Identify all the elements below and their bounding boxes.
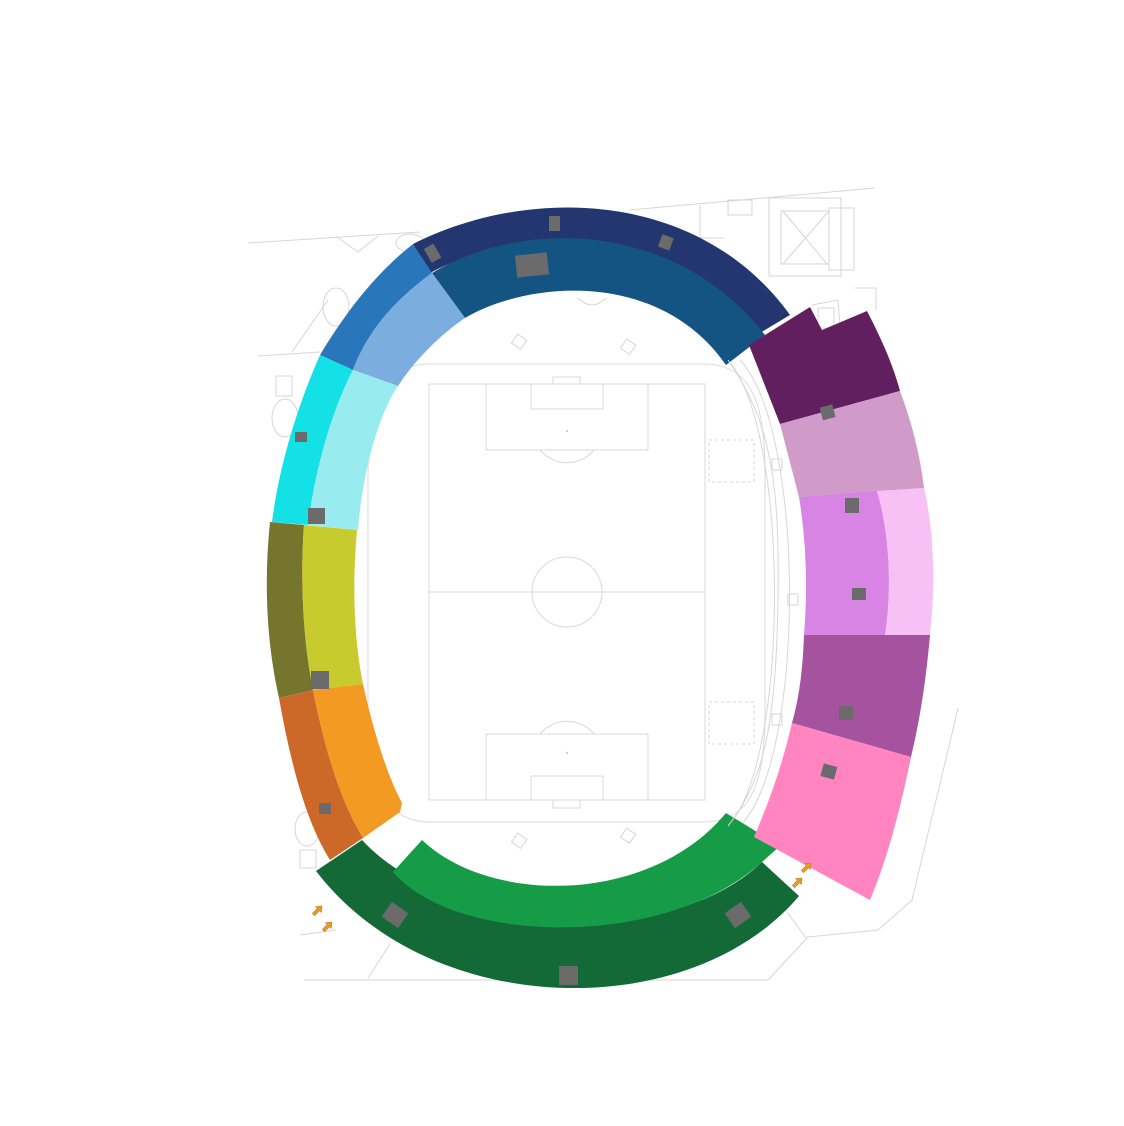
gate-arrow-icon[interactable]	[311, 903, 325, 917]
section-west-lower-north[interactable]	[308, 370, 398, 530]
entrance-marker-icon[interactable]	[423, 243, 442, 263]
section-southwest-lower[interactable]	[313, 684, 402, 838]
section-east-northeast[interactable]	[749, 307, 900, 424]
entrance-marker-icon[interactable]	[549, 216, 560, 231]
gate-arrow-icon[interactable]	[321, 919, 335, 933]
section-south-lower[interactable]	[393, 813, 780, 928]
section-north-upper[interactable]	[413, 207, 790, 333]
section-north-lower[interactable]	[432, 238, 765, 365]
entrance-marker-icon[interactable]	[819, 404, 836, 421]
south-goal-box	[530, 775, 604, 801]
entrance-marker-icon[interactable]	[295, 432, 307, 442]
seating-sections	[266, 207, 934, 989]
section-south-upper[interactable]	[316, 840, 799, 989]
entrance-marker-icon[interactable]	[657, 234, 674, 251]
north-penalty-box	[485, 383, 649, 451]
north-goal-box	[530, 383, 604, 410]
entrance-marker-icon[interactable]	[559, 966, 578, 985]
section-east-center-outer[interactable]	[877, 488, 934, 635]
section-west-lower-center[interactable]	[302, 525, 363, 690]
section-east-southeast[interactable]	[754, 723, 911, 900]
entrance-marker-icon[interactable]	[381, 901, 409, 929]
east-walkway	[727, 359, 779, 827]
entrance-marker-icon[interactable]	[724, 901, 752, 929]
entrance-marker-icon[interactable]	[311, 671, 329, 689]
gate-arrow-icon[interactable]	[791, 875, 805, 889]
section-southwest-upper[interactable]	[279, 690, 363, 860]
section-east-north[interactable]	[780, 391, 924, 497]
south-penalty-box	[485, 733, 649, 801]
football-pitch	[367, 363, 766, 823]
section-east-south[interactable]	[792, 635, 930, 757]
section-west-upper-center[interactable]	[266, 522, 313, 698]
section-east-center-inner[interactable]	[799, 491, 889, 635]
entrance-marker-icon[interactable]	[319, 803, 331, 814]
centre-circle	[531, 556, 603, 628]
gate-arrow-icon[interactable]	[800, 860, 814, 874]
entrance-marker-icon[interactable]	[839, 706, 853, 720]
entrance-marker-icon[interactable]	[852, 588, 866, 600]
entrance-marker-icon[interactable]	[845, 498, 859, 513]
section-west-upper-north[interactable]	[272, 355, 353, 525]
gate-arrows	[311, 860, 814, 933]
entrance-markers	[295, 216, 866, 985]
section-northwest-upper[interactable]	[320, 244, 432, 370]
entrance-marker-icon[interactable]	[514, 252, 550, 278]
entrance-marker-icon[interactable]	[308, 508, 325, 524]
entrance-marker-icon[interactable]	[820, 763, 838, 780]
section-northwest-lower[interactable]	[353, 273, 465, 386]
